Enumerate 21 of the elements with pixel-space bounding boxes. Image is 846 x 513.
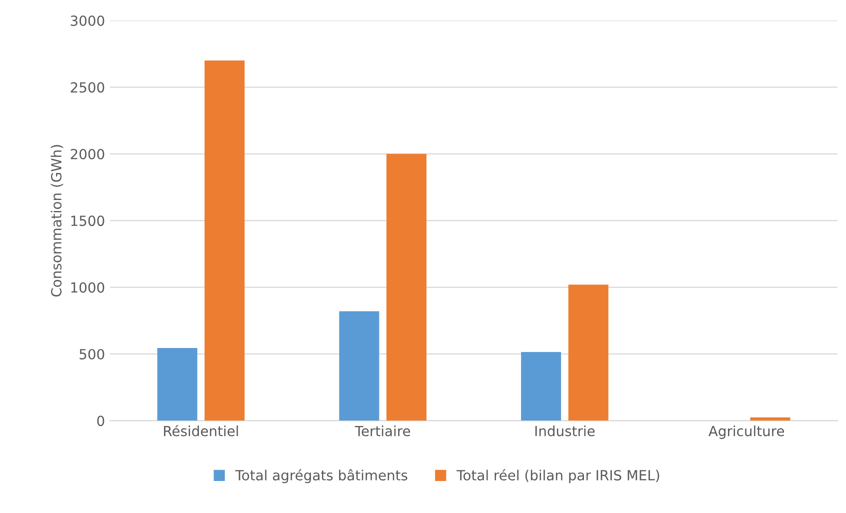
y-tick-label: 3000 xyxy=(70,15,104,26)
y-tick-label: 2500 xyxy=(70,82,104,93)
y-tick-label: 1000 xyxy=(71,282,104,293)
legend-label: Total agrégats bâtiments xyxy=(235,469,408,484)
x-tick-label: Agriculture xyxy=(708,426,784,439)
bar xyxy=(568,284,608,421)
y-tick-label: 2000 xyxy=(70,148,104,160)
legend-label: Total réel (bilan par IRIS MEL) xyxy=(456,469,660,484)
y-tick-label: 0 xyxy=(97,416,104,426)
bar xyxy=(157,348,198,421)
x-tick-label: Résidentiel xyxy=(164,424,238,436)
bar xyxy=(204,60,245,421)
y-tick-label: 500 xyxy=(80,348,104,360)
bar xyxy=(750,417,790,421)
x-tick-label: Tertiaire xyxy=(354,426,410,436)
y-tick-label: 1500 xyxy=(71,216,104,226)
bar xyxy=(386,154,426,421)
bar xyxy=(521,352,562,421)
x-tick-label: Industrie xyxy=(535,426,595,436)
y-axis-title: Consommation (GWh) xyxy=(50,145,64,297)
bar xyxy=(339,311,380,421)
